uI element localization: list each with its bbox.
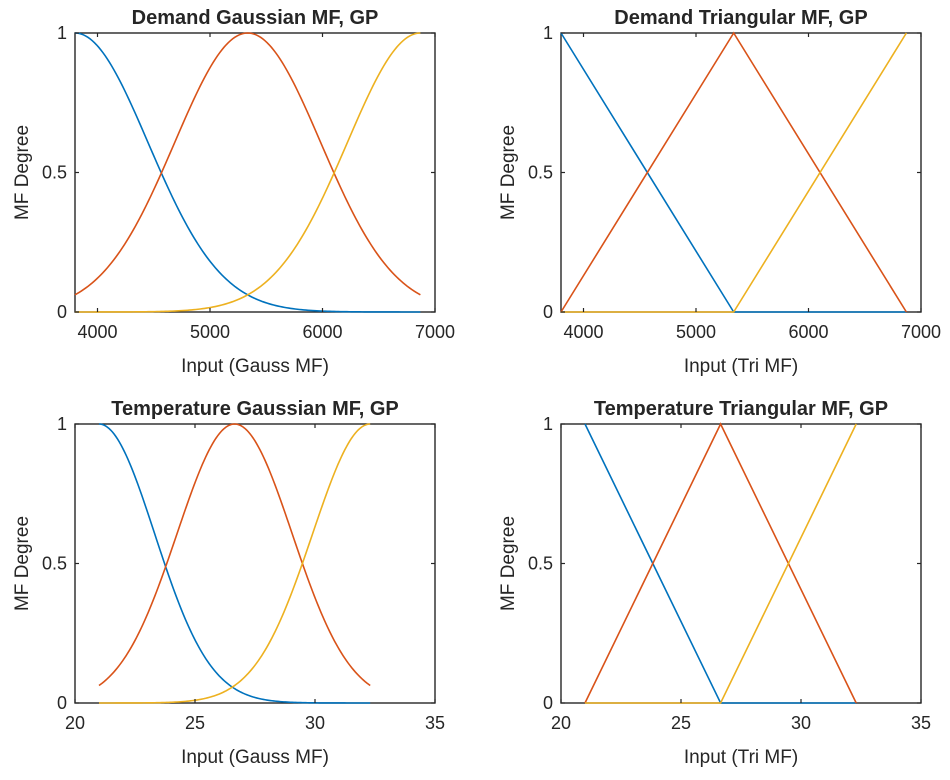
chart-title: Temperature Gaussian MF, GP [111,398,399,420]
series-line-high [561,32,908,313]
y-tick-label: 1 [543,23,553,43]
y-tick-label: 0 [57,693,67,713]
axes-frame [74,32,436,313]
y-tick-label: 1 [57,23,67,43]
x-tick-label: 35 [911,713,931,733]
series-line-medium [74,32,421,296]
x-tick-label: 7000 [901,322,941,342]
series-line-medium [584,422,857,704]
x-axis-label: Input (Tri MF) [684,356,798,377]
x-axis-label: Input (Gauss MF) [181,747,329,768]
y-axis-label: MF Degree [12,125,33,220]
series-line-medium [98,423,371,687]
x-tick-label: 5000 [676,322,716,342]
y-axis-label: MF Degree [498,516,519,611]
y-tick-label: 0 [543,302,553,322]
x-tick-label: 20 [65,713,85,733]
x-tick-label: 30 [305,713,325,733]
y-tick-label: 0.5 [42,163,67,183]
subplot-4: 20 25 30 35 0 0.5 1 Temperature Triangular MF, … [498,398,931,768]
y-tick-label: 1 [543,414,553,434]
subplot-2: 4000 5000 6000 7000 0 0.5 1 Demand Triangular M… [498,7,941,377]
series-line-low [98,423,371,704]
y-axis-label: MF Degree [12,516,33,611]
x-tick-label: 4000 [77,322,117,342]
x-tick-label: 4000 [563,322,603,342]
y-tick-label: 0.5 [528,163,553,183]
axes-frame [560,423,922,704]
y-tick-label: 0.5 [42,554,67,574]
y-axis-label: MF Degree [498,125,519,220]
y-tick-label: 0 [57,302,67,322]
chart-title: Demand Triangular MF, GP [614,7,867,29]
chart-title: Demand Gaussian MF, GP [132,7,379,29]
x-tick-label: 7000 [415,322,455,342]
subplot-1: 4000 5000 6000 7000 0 0.5 1 Demand Gaussian MF,… [12,7,455,377]
y-tick-label: 1 [57,414,67,434]
x-tick-label: 20 [551,713,571,733]
y-tick-label: 0.5 [528,554,553,574]
x-tick-label: 30 [791,713,811,733]
series-line-medium [560,31,908,313]
x-axis-label: Input (Gauss MF) [181,356,329,377]
axes-frame [560,32,922,313]
series-line-high [99,423,371,704]
x-tick-label: 6000 [788,322,828,342]
series-line-high [75,32,421,313]
chart-title: Temperature Triangular MF, GP [594,398,888,420]
y-tick-label: 0 [543,693,553,713]
axes-frame [74,423,436,704]
x-tick-label: 25 [185,713,205,733]
x-tick-label: 6000 [302,322,342,342]
series-line-high [585,423,857,704]
x-tick-label: 35 [425,713,445,733]
x-axis-label: Input (Tri MF) [684,747,798,768]
x-tick-label: 25 [671,713,691,733]
subplot-3: 20 25 30 35 0 0.5 1 Temperature Gaussian MF, GP… [12,398,445,768]
x-tick-label: 5000 [190,322,230,342]
